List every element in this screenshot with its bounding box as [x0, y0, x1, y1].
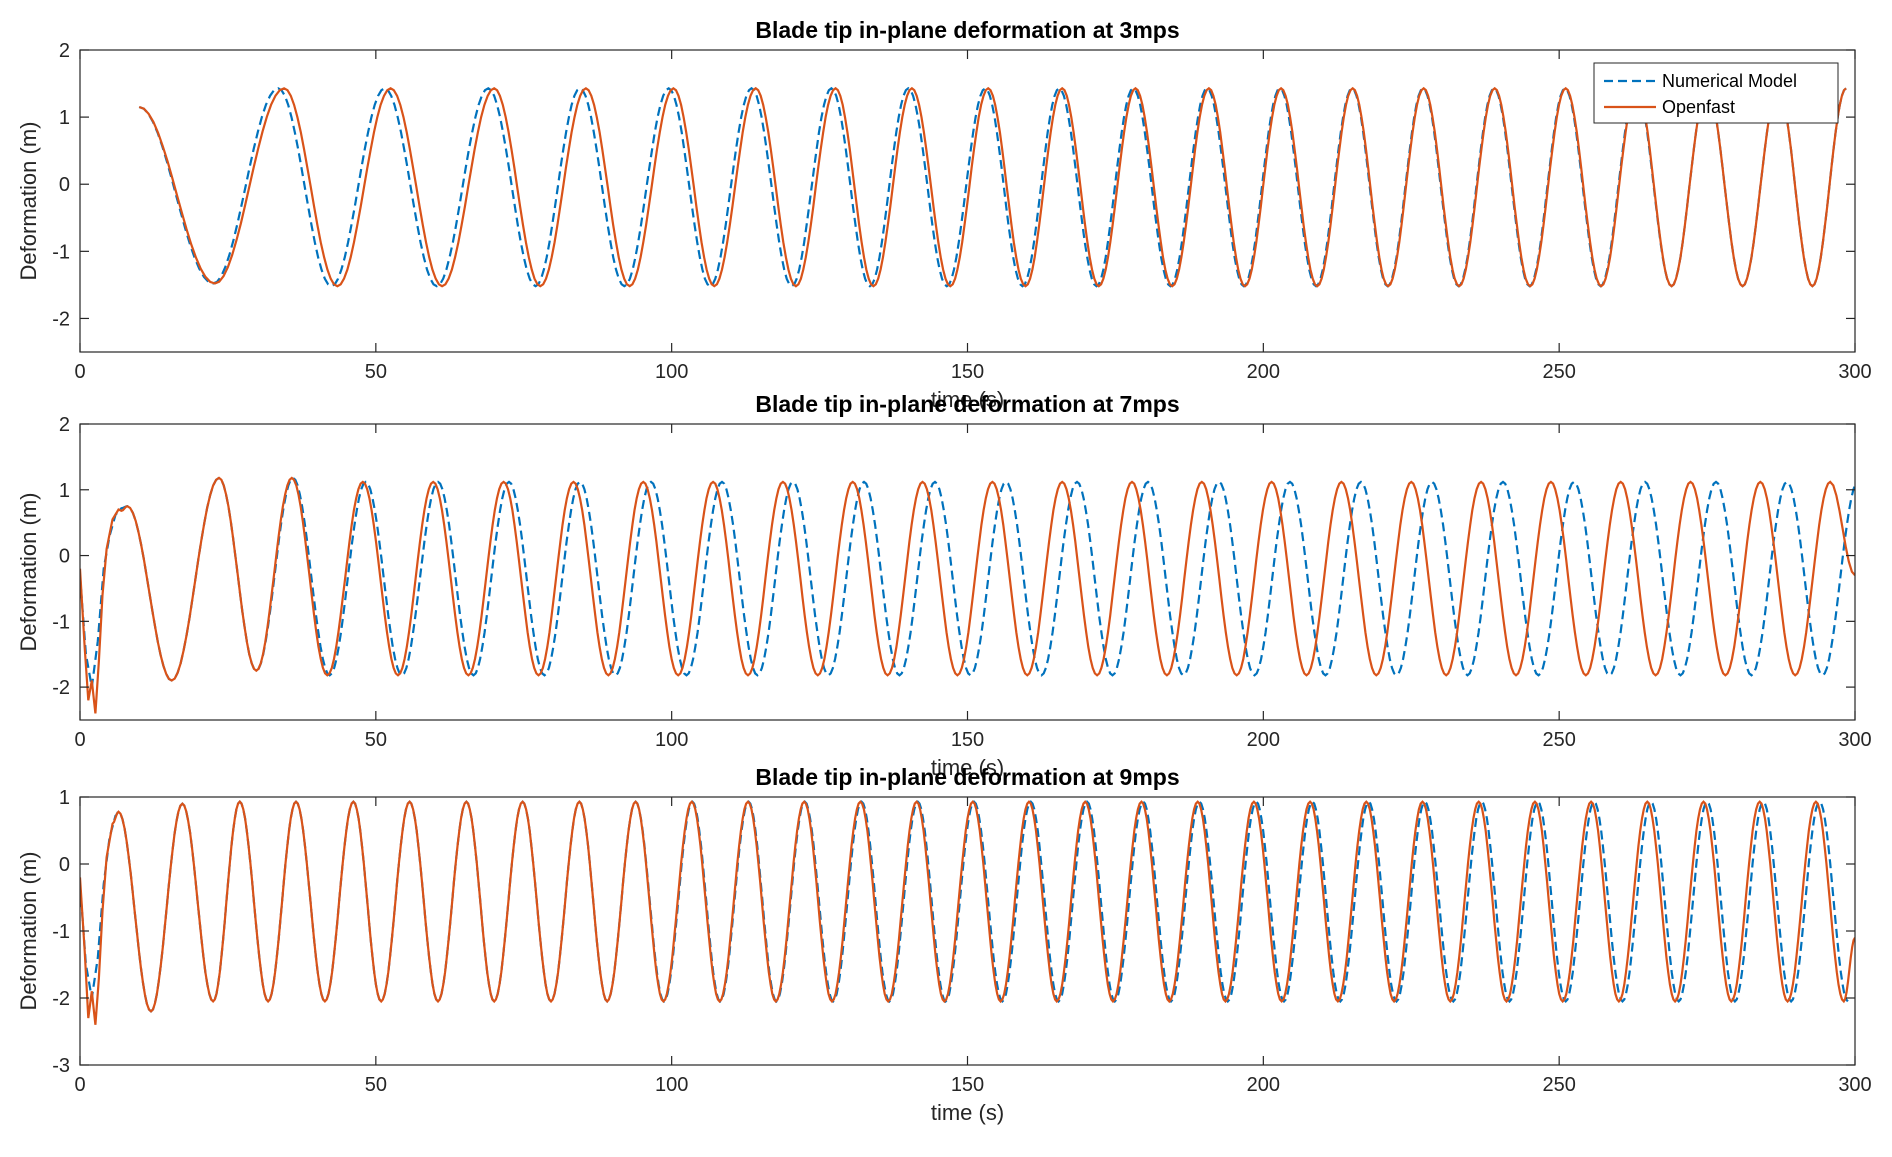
x-axis-label: time (s): [931, 1100, 1004, 1125]
y-tick-label: 0: [59, 546, 70, 568]
subplot-2: Blade tip in-plane deformation at 7mps 0 5…: [16, 391, 1872, 780]
y-tick-label: -1: [52, 241, 70, 263]
x-tick-label: 100: [655, 361, 688, 383]
x-tick-label: 250: [1542, 729, 1575, 751]
x-tick-label: 300: [1838, 361, 1871, 383]
x-tick-label: 300: [1838, 1074, 1871, 1096]
x-tick-label: 150: [951, 361, 984, 383]
series-group: [80, 800, 1855, 1025]
y-tick-label: 1: [59, 787, 70, 809]
x-tick-label: 0: [74, 361, 85, 383]
plot-title: Blade tip in-plane deformation at 7mps: [755, 391, 1179, 417]
y-tick-label: -3: [52, 1055, 70, 1077]
x-tick-label: 150: [951, 729, 984, 751]
x-tick-label: 150: [951, 1074, 984, 1096]
series-line-openfast: [80, 800, 1855, 1025]
y-axis-label: Deformation (m): [16, 122, 41, 281]
x-tick-label: 0: [74, 729, 85, 751]
x-tick-label: 100: [655, 1074, 688, 1096]
series-group: [80, 476, 1855, 714]
series-line-openfast: [80, 476, 1855, 714]
x-tick-label: 50: [365, 361, 387, 383]
y-tick-label: 0: [59, 854, 70, 876]
x-tick-label: 100: [655, 729, 688, 751]
series-line-openfast: [138, 86, 1847, 288]
y-axis-label: Deformation (m): [16, 493, 41, 652]
legend-box: [1593, 62, 1839, 124]
y-tick-label: 0: [59, 174, 70, 196]
y-tick-label: -1: [52, 611, 70, 633]
x-tick-label: 200: [1247, 729, 1280, 751]
plot-title: Blade tip in-plane deformation at 9mps: [755, 764, 1179, 790]
x-tick-label: 0: [74, 1074, 85, 1096]
x-tick-label: 250: [1542, 361, 1575, 383]
x-tick-label: 200: [1247, 361, 1280, 383]
series-line-numerical-model: [80, 476, 1855, 688]
y-tick-label: 2: [59, 40, 70, 62]
legend-entry: Openfast: [1662, 97, 1735, 117]
x-axis-label: time (s): [931, 387, 1004, 412]
x-tick-label: 300: [1838, 729, 1871, 751]
legend: Numerical Model Openfast: [1593, 62, 1839, 124]
x-tick-label: 50: [365, 729, 387, 751]
x-tick-label: 250: [1542, 1074, 1575, 1096]
subplot-3: Blade tip in-plane deformation at 9mps 0 5…: [16, 764, 1872, 1125]
y-tick-label: 1: [59, 107, 70, 129]
x-tick-label: 200: [1247, 1074, 1280, 1096]
y-tick-label: 2: [59, 414, 70, 436]
plot-title: Blade tip in-plane deformation at 3mps: [755, 17, 1179, 43]
x-tick-label: 50: [365, 1074, 387, 1096]
y-tick-label: -2: [52, 677, 70, 699]
series-line-numerical-model: [138, 86, 1847, 288]
y-tick-label: -2: [52, 308, 70, 330]
subplot-1: Blade tip in-plane deformation at 3mps 0 5…: [16, 17, 1872, 412]
x-axis-label: time (s): [931, 755, 1004, 780]
series-group: [138, 86, 1847, 288]
y-tick-label: -2: [52, 988, 70, 1010]
y-tick-label: -1: [52, 921, 70, 943]
y-axis-label: Deformation (m): [16, 852, 41, 1011]
y-tick-label: 1: [59, 480, 70, 502]
legend-entry: Numerical Model: [1662, 71, 1797, 91]
